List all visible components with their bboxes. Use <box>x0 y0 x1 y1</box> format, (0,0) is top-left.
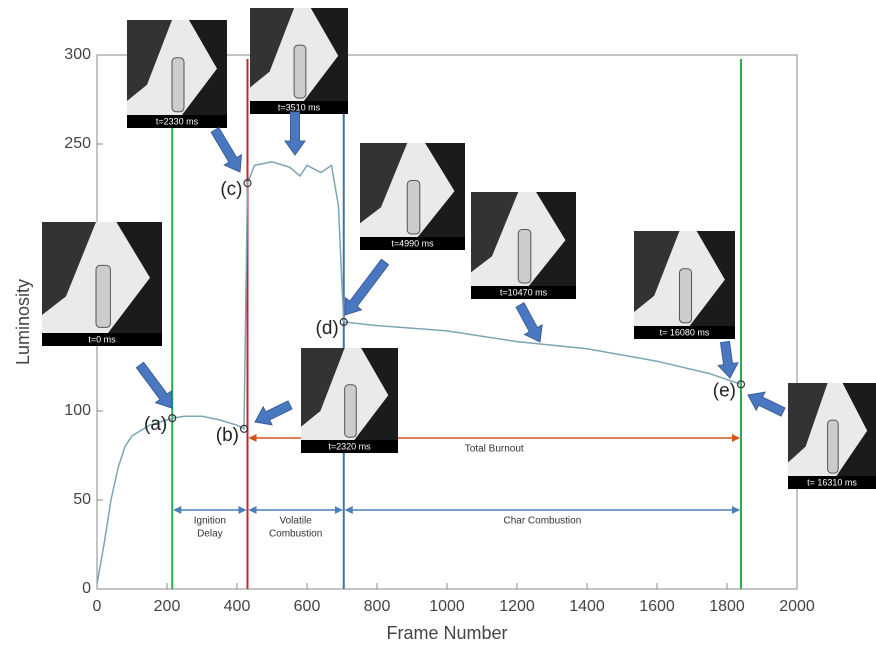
event-label: (a) <box>144 414 167 435</box>
inset-image: t=4990 ms <box>360 143 465 250</box>
x-tick-label: 1200 <box>499 598 535 615</box>
pointer-arrow <box>136 362 172 408</box>
x-tick-label: 200 <box>154 598 181 615</box>
y-tick-label: 100 <box>64 402 91 419</box>
inset-probe <box>294 45 306 98</box>
inset-caption: t=10470 ms <box>500 287 548 297</box>
y-axis-label: Luminosity <box>13 279 33 365</box>
pointer-arrow <box>345 259 389 315</box>
inset-probe <box>172 58 184 112</box>
inset-caption: t= 16310 ms <box>807 477 857 487</box>
inset-image: t= 16310 ms <box>788 383 876 489</box>
x-tick-label: 400 <box>224 598 251 615</box>
x-tick-label: 1800 <box>709 598 745 615</box>
span-label: Total Burnout <box>465 444 524 455</box>
x-tick-label: 0 <box>93 598 102 615</box>
event-label: (d) <box>316 318 339 339</box>
inset-image: t=10470 ms <box>471 192 576 299</box>
span-label: Ignition <box>194 516 226 527</box>
x-tick-label: 600 <box>294 598 321 615</box>
y-tick-label: 0 <box>82 580 91 597</box>
pointer-arrow <box>718 341 738 378</box>
x-tick-label: 1400 <box>569 598 605 615</box>
inset-image: t= 16080 ms <box>634 231 735 339</box>
x-tick-label: 800 <box>364 598 391 615</box>
inset-caption: t= 16080 ms <box>660 327 710 337</box>
inset-probe <box>679 269 691 323</box>
inset-probe <box>828 420 839 473</box>
pointer-arrow <box>211 128 241 172</box>
page: Frame Number Luminosity 0 200 400 600 800 100… <box>0 0 876 653</box>
pointer-arrow <box>255 401 292 425</box>
inset-caption: t=3510 ms <box>278 102 321 112</box>
x-axis-label: Frame Number <box>386 623 507 643</box>
event-label: (b) <box>216 425 239 446</box>
span-label: Combustion <box>269 529 322 540</box>
pointer-arrow <box>285 112 305 155</box>
inset-probe <box>96 265 110 327</box>
inset-caption: t=2320 ms <box>328 441 371 451</box>
x-tick-label: 1000 <box>429 598 465 615</box>
x-tick-label: 2000 <box>779 598 815 615</box>
inset-caption: t=4990 ms <box>391 238 434 248</box>
inset-image: t=0 ms <box>42 222 162 346</box>
inset-image: t=3510 ms <box>250 8 348 114</box>
pointer-arrow <box>516 303 542 342</box>
inset-caption: t=0 ms <box>88 334 116 344</box>
x-tick-label: 1600 <box>639 598 675 615</box>
y-tick-label: 300 <box>64 46 91 63</box>
span-label: Delay <box>197 529 223 540</box>
inset-probe <box>518 229 531 283</box>
inset-image: t=2320 ms <box>301 348 398 453</box>
inset-image: t=2330 ms <box>127 20 227 128</box>
y-tick-label: 50 <box>73 491 91 508</box>
event-label: (c) <box>220 179 242 200</box>
span-label: Char Combustion <box>503 516 581 527</box>
chart: Frame Number Luminosity 0 200 400 600 800 100… <box>0 0 876 648</box>
pointer-arrow <box>748 392 785 416</box>
span-label: Volatile <box>280 516 313 527</box>
inset-probe <box>407 180 420 234</box>
y-tick-label: 250 <box>64 135 91 152</box>
inset-probe <box>345 385 357 438</box>
inset-caption: t=2330 ms <box>156 116 199 126</box>
event-label: (e) <box>713 380 736 401</box>
